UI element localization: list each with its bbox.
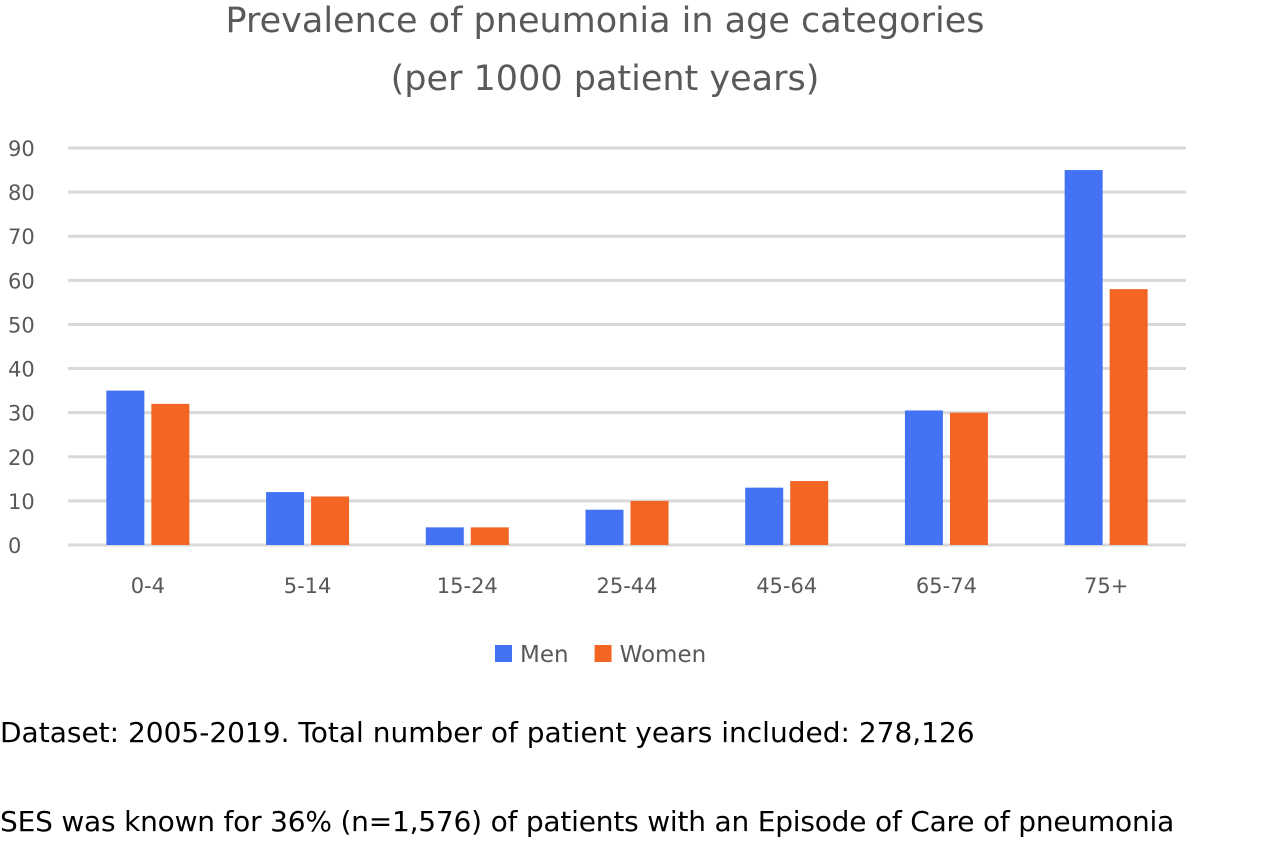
- bar-women-0-4: [151, 403, 190, 545]
- y-tick-label: 70: [8, 225, 35, 249]
- gridlines: [68, 146, 1186, 547]
- y-tick-label: 30: [8, 402, 35, 426]
- bar-women-65-74: [949, 412, 988, 545]
- dataset-note: Dataset: 2005-2019. Total number of pati…: [0, 716, 975, 749]
- chart-title-line-1: Prevalence of pneumonia in age categorie…: [226, 1, 985, 41]
- bar-men-65-74: [904, 410, 943, 545]
- legend-label-men: Men: [520, 642, 569, 668]
- bar-women-25-44: [630, 500, 669, 545]
- ses-note: SES was known for 36% (n=1,576) of patie…: [0, 805, 1175, 838]
- bar-women-15-24: [470, 527, 509, 545]
- x-tick-label: 15-24: [437, 574, 498, 598]
- x-tick-label: 75+: [1084, 574, 1128, 598]
- bar-chart: Prevalence of pneumonia in age categorie…: [8, 1, 1186, 668]
- y-tick-label: 20: [8, 446, 35, 470]
- legend-label-women: Women: [620, 642, 707, 668]
- legend-swatch-women: [594, 645, 612, 662]
- y-tick-label: 60: [8, 269, 35, 293]
- legend-swatch-men: [495, 645, 512, 662]
- bar-women-75+: [1109, 289, 1148, 545]
- y-tick-label: 50: [8, 313, 35, 337]
- bar-women-45-64: [790, 481, 829, 545]
- bars: [106, 170, 1148, 546]
- bar-men-15-24: [425, 527, 464, 545]
- y-tick-label: 40: [8, 358, 35, 382]
- x-tick-label: 5-14: [284, 574, 332, 598]
- y-tick-label: 80: [8, 181, 35, 205]
- chart-title-line-2: (per 1000 patient years): [391, 59, 820, 99]
- x-tick-label: 65-74: [916, 574, 977, 598]
- bar-men-0-4: [106, 390, 145, 545]
- y-axis-ticks: 0 10 20 30 40 50 60 70 80 90: [8, 137, 35, 558]
- bar-men-5-14: [266, 492, 305, 545]
- y-tick-label: 90: [8, 137, 35, 161]
- x-axis-ticks: 0-4 5-14 15-24 25-44 45-64 65-74 75+: [131, 574, 1129, 598]
- x-tick-label: 0-4: [131, 574, 165, 598]
- x-tick-label: 45-64: [756, 574, 817, 598]
- y-tick-label: 0: [8, 534, 21, 558]
- x-tick-label: 25-44: [596, 574, 657, 598]
- bar-women-5-14: [311, 496, 350, 545]
- bar-men-45-64: [745, 487, 784, 545]
- y-tick-label: 10: [8, 490, 35, 514]
- legend: Men Women: [495, 642, 706, 668]
- bar-men-25-44: [585, 509, 624, 545]
- bar-men-75+: [1064, 170, 1103, 546]
